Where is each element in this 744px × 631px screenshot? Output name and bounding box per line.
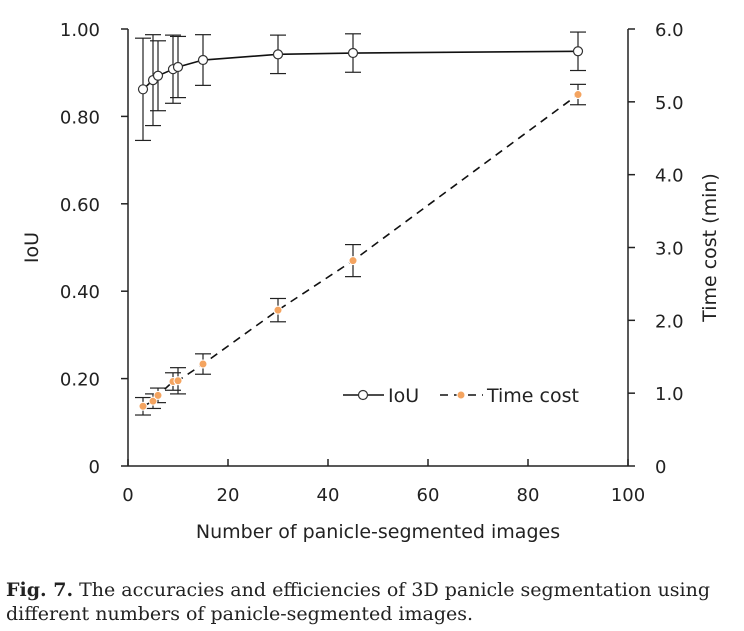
time-cost-marker xyxy=(348,256,358,266)
iou-line xyxy=(142,50,579,90)
axes xyxy=(121,28,635,467)
x-tick-label: 60 xyxy=(417,485,440,506)
caption-label: Fig. 7. xyxy=(6,579,74,601)
series-lines xyxy=(142,50,579,407)
time-cost-marker xyxy=(273,305,283,315)
iou-marker xyxy=(272,49,284,60)
figure-caption: Fig. 7. The accuracies and efficiencies … xyxy=(6,578,740,626)
time-cost-marker xyxy=(173,376,183,386)
x-tick-label: 100 xyxy=(611,485,645,506)
y2-tick-label: 5.0 xyxy=(655,93,684,114)
x-axis-title: Number of panicle-segmented images xyxy=(196,521,560,543)
time-cost-marker xyxy=(573,90,583,100)
y-tick-label: 0.20 xyxy=(60,370,100,391)
x-tick-label: 40 xyxy=(317,485,340,506)
y2-tick-label: 0 xyxy=(655,457,666,478)
x-tick-label: 80 xyxy=(517,485,540,506)
x-tick-label: 20 xyxy=(217,485,240,506)
time-cost-line xyxy=(142,93,579,407)
iou-marker xyxy=(572,46,584,57)
legend-time-label: Time cost xyxy=(486,385,579,407)
y2-tick-label: 2.0 xyxy=(655,311,684,332)
iou-marker xyxy=(137,84,149,95)
time-cost-marker xyxy=(148,396,158,406)
y2-tick-label: 1.0 xyxy=(655,384,684,405)
legend-iou-marker xyxy=(357,389,369,401)
y-tick-label: 0.80 xyxy=(60,107,100,128)
time-cost-marker xyxy=(138,401,148,411)
y-tick-label: 1.00 xyxy=(60,20,100,41)
y-axis-title: IoU xyxy=(21,232,43,263)
legend: IoU Time cost xyxy=(343,385,579,407)
iou-marker xyxy=(152,70,164,81)
legend-time-marker xyxy=(456,390,466,400)
error-bars xyxy=(135,31,586,416)
y-tick-label: 0 xyxy=(89,457,100,478)
x-tick-label: 0 xyxy=(122,485,133,506)
time-cost-marker xyxy=(198,359,208,369)
tick-labels: 0 20 40 60 80 100 0 0.20 0.40 0.60 0.80 1.00 0 1.0 2.0… xyxy=(60,20,684,506)
y-tick-label: 0.60 xyxy=(60,195,100,216)
y2-tick-label: 4.0 xyxy=(655,166,684,187)
y2-tick-label: 3.0 xyxy=(655,239,684,260)
time-cost-marker xyxy=(153,390,163,400)
y2-tick-label: 6.0 xyxy=(655,20,684,41)
series-markers xyxy=(137,46,584,411)
iou-marker xyxy=(197,54,209,66)
caption-text: The accuracies and efficiencies of 3D pa… xyxy=(6,579,711,625)
chart: 0 20 40 60 80 100 0 0.20 0.40 0.60 0.80 1.00 0 1.0 2.0… xyxy=(21,20,721,543)
legend-iou-label: IoU xyxy=(388,385,419,407)
y-tick-label: 0.40 xyxy=(60,282,100,303)
y2-axis-title: Time cost (min) xyxy=(699,173,721,323)
iou-marker xyxy=(172,61,184,73)
iou-marker xyxy=(347,47,359,59)
